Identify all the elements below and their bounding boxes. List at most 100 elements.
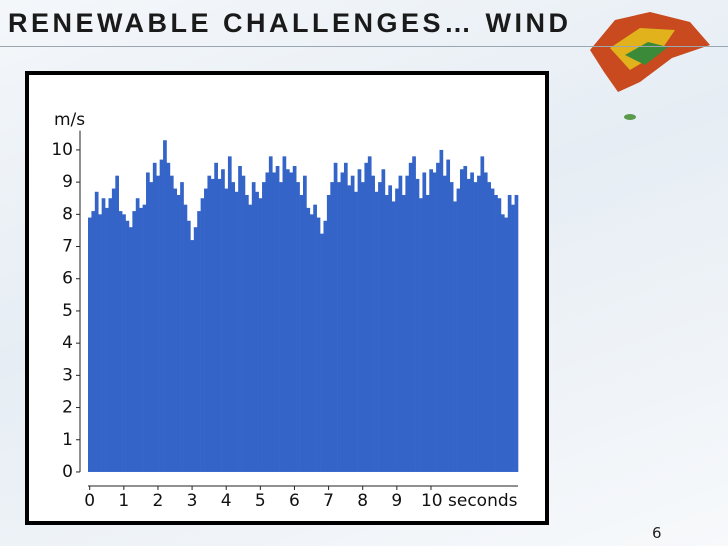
bar: [330, 182, 335, 472]
x-tick-label: 6: [289, 491, 300, 511]
bar: [422, 172, 427, 472]
bar: [371, 175, 375, 472]
bar: [364, 162, 369, 472]
bar: [163, 140, 167, 472]
y-tick-label: 8: [62, 204, 73, 224]
bar: [248, 204, 253, 472]
bar: [224, 188, 229, 472]
bar: [408, 162, 413, 472]
bar: [152, 162, 157, 472]
bar: [282, 156, 287, 472]
bar: [511, 204, 515, 472]
bar: [333, 162, 338, 472]
bar: [320, 233, 324, 472]
bar: [395, 188, 399, 472]
bar: [340, 172, 345, 472]
bar: [186, 220, 191, 472]
bar: [214, 162, 218, 472]
bar: [197, 211, 201, 472]
bar: [419, 198, 423, 472]
bar: [98, 214, 102, 472]
x-tick-label: 1: [118, 491, 129, 511]
bar: [497, 198, 502, 472]
bar: [442, 175, 447, 472]
bar: [128, 227, 133, 472]
bar: [88, 217, 92, 472]
bar: [268, 156, 273, 472]
bar: [480, 156, 485, 472]
bar: [234, 191, 239, 472]
bar: [292, 166, 297, 472]
bar: [483, 172, 488, 472]
bar: [296, 182, 300, 472]
y-tick-label: 5: [62, 301, 73, 321]
y-tick-label: 9: [62, 172, 73, 192]
bar: [135, 198, 140, 472]
bar: [490, 188, 495, 472]
y-tick-label: 2: [62, 398, 73, 418]
bar: [272, 172, 276, 472]
bar: [265, 172, 270, 472]
bar: [316, 217, 321, 472]
bar: [251, 182, 256, 472]
y-tick-label: 0: [62, 462, 73, 482]
slide-title: RENEWABLE CHALLENGES… WIND: [8, 8, 572, 38]
x-tick-label: 7: [323, 491, 334, 511]
bar: [210, 178, 215, 472]
bar: [241, 175, 246, 472]
bar: [381, 169, 386, 472]
bar: [279, 182, 283, 472]
bar: [374, 191, 379, 472]
bar: [221, 169, 225, 472]
bar: [183, 204, 188, 472]
bar: [436, 162, 440, 472]
bar: [388, 185, 393, 472]
x-tick-label: 4: [221, 491, 232, 511]
y-tick-label: 6: [62, 269, 73, 289]
bar: [494, 195, 498, 472]
bar: [446, 159, 451, 472]
bar: [398, 175, 403, 472]
bar: [262, 182, 266, 472]
bar: [378, 182, 382, 472]
bar: [384, 195, 389, 472]
bar: [180, 182, 184, 472]
bar: [169, 175, 174, 472]
bar: [142, 204, 147, 472]
bar: [337, 182, 341, 472]
bar: [299, 195, 304, 472]
bar: [391, 201, 396, 472]
logo: [624, 114, 636, 120]
bar: [514, 195, 519, 472]
bar: [227, 156, 232, 472]
bar: [459, 169, 464, 472]
bar: [415, 178, 420, 472]
bar: [275, 166, 280, 472]
bar: [500, 214, 505, 472]
x-tick-label: 10 seconds: [421, 491, 518, 511]
bar: [166, 162, 171, 472]
bar: [101, 198, 106, 472]
bar: [176, 195, 181, 472]
logo: [625, 42, 668, 65]
bar: [432, 172, 437, 472]
bar: [354, 191, 358, 472]
bar: [159, 159, 164, 472]
bar: [231, 182, 236, 472]
bar: [470, 172, 474, 472]
bar: [473, 182, 478, 472]
bar: [190, 240, 195, 472]
bar: [207, 175, 212, 472]
bar: [504, 217, 509, 472]
bar: [477, 175, 481, 472]
bar: [193, 227, 198, 472]
bar: [449, 182, 454, 472]
bar: [313, 204, 317, 472]
bar: [425, 195, 430, 472]
bar: [255, 191, 259, 472]
bar: [173, 188, 178, 472]
bar: [105, 207, 109, 472]
x-tick-label: 5: [255, 491, 266, 511]
y-tick-label: 10: [51, 140, 73, 160]
